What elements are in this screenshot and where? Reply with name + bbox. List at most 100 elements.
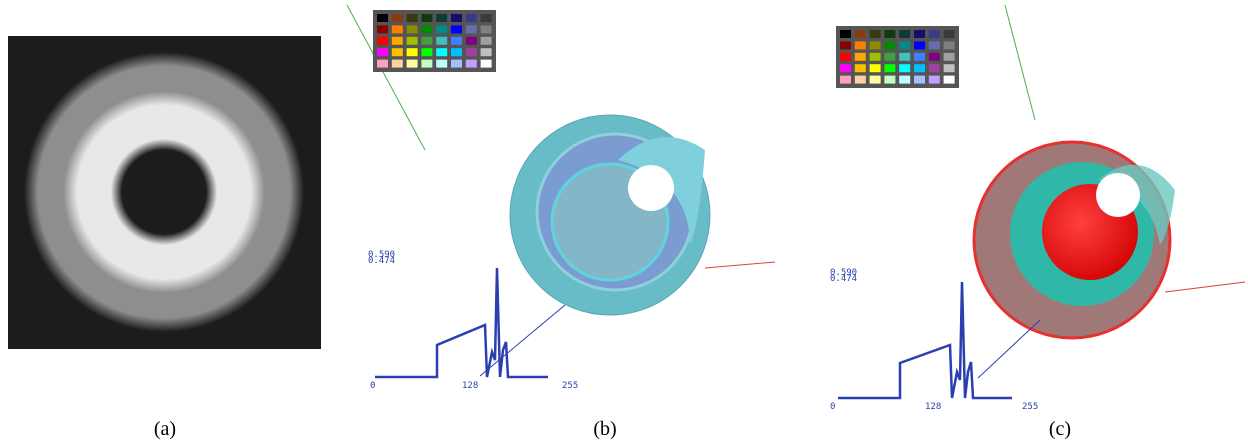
palette-swatch (392, 60, 403, 68)
palette-swatch (436, 37, 447, 45)
palette-swatch (377, 37, 388, 45)
hole (1096, 173, 1140, 217)
palette-swatch (944, 30, 955, 38)
palette-swatch (466, 25, 477, 33)
palette-swatch (377, 25, 388, 33)
palette-swatch (855, 30, 866, 38)
palette-swatch (840, 41, 851, 49)
palette-swatch (870, 30, 881, 38)
x-label: 255 (562, 381, 578, 391)
palette-swatch (840, 53, 851, 61)
y-label: 0.474 (830, 274, 857, 284)
palette-swatch (392, 37, 403, 45)
palette-swatch (914, 30, 925, 38)
y-label: 0.474 (368, 256, 395, 266)
palette-swatch (481, 37, 492, 45)
palette-swatch (451, 25, 462, 33)
palette-swatch (407, 25, 418, 33)
x-label: 0 (370, 381, 375, 391)
hole (628, 165, 674, 211)
histogram (375, 268, 548, 377)
palette-swatch (840, 30, 851, 38)
caption: (c) (1049, 418, 1071, 440)
palette-swatch (421, 14, 432, 22)
pointer (480, 305, 565, 376)
palette-swatch (929, 64, 940, 72)
palette-swatch (377, 48, 388, 56)
palette-swatch (884, 53, 895, 61)
palette-swatch (870, 64, 881, 72)
palette-swatch (407, 37, 418, 45)
palette-swatch (944, 64, 955, 72)
palette-swatch (377, 60, 388, 68)
palette-swatch (870, 76, 881, 84)
palette-swatch (407, 48, 418, 56)
palette-swatch (481, 25, 492, 33)
palette-swatch (944, 53, 955, 61)
axis-line (1005, 5, 1035, 120)
palette-swatch (899, 30, 910, 38)
palette-swatch (481, 48, 492, 56)
palette-swatch (466, 37, 477, 45)
histogram (838, 282, 1012, 398)
palette-swatch (914, 53, 925, 61)
panel-a: (a) (8, 36, 321, 440)
x-label: 0 (830, 402, 835, 412)
palette-swatch (421, 37, 432, 45)
palette-swatch (855, 53, 866, 61)
x-label: 128 (462, 381, 478, 391)
palette-swatch (929, 30, 940, 38)
palette-swatch (855, 41, 866, 49)
axis-line (1165, 282, 1245, 292)
palette-swatch (451, 60, 462, 68)
pointer (978, 320, 1040, 378)
palette-swatch (840, 76, 851, 84)
palette-swatch (451, 14, 462, 22)
figure: (a) 0.590 0.474 0 128 255 (b) 0.590 0.47… (0, 0, 1248, 444)
x-label: 128 (925, 402, 941, 412)
palette-swatch (392, 14, 403, 22)
palette-swatch (466, 14, 477, 22)
palette-swatch (884, 41, 895, 49)
palette-swatch (884, 76, 895, 84)
palette-swatch (407, 60, 418, 68)
palette-swatch (944, 41, 955, 49)
palette-background (836, 26, 959, 88)
color-palette (836, 26, 959, 88)
palette-swatch (914, 76, 925, 84)
palette-swatch (451, 48, 462, 56)
axis-line (705, 262, 775, 268)
palette-swatch (436, 60, 447, 68)
palette-swatch (899, 76, 910, 84)
palette-swatch (899, 41, 910, 49)
palette-swatch (421, 25, 432, 33)
palette-swatch (899, 64, 910, 72)
palette-swatch (466, 48, 477, 56)
palette-swatch (481, 14, 492, 22)
palette-swatch (377, 14, 388, 22)
palette-swatch (884, 64, 895, 72)
palette-swatch (929, 76, 940, 84)
color-palette (373, 10, 496, 72)
palette-swatch (466, 60, 477, 68)
palette-swatch (914, 64, 925, 72)
caption: (a) (154, 418, 176, 440)
x-label: 255 (1022, 402, 1038, 412)
palette-swatch (855, 64, 866, 72)
palette-swatch (421, 48, 432, 56)
palette-swatch (840, 64, 851, 72)
palette-swatch (436, 14, 447, 22)
palette-swatch (451, 37, 462, 45)
palette-swatch (392, 48, 403, 56)
palette-swatch (929, 53, 940, 61)
palette-swatch (944, 76, 955, 84)
palette-swatch (899, 53, 910, 61)
palette-swatch (481, 60, 492, 68)
palette-swatch (884, 30, 895, 38)
palette-swatch (421, 60, 432, 68)
palette-swatch (436, 48, 447, 56)
palette-swatch (855, 76, 866, 84)
palette-swatch (929, 41, 940, 49)
palette-swatch (914, 41, 925, 49)
palette-swatch (870, 41, 881, 49)
